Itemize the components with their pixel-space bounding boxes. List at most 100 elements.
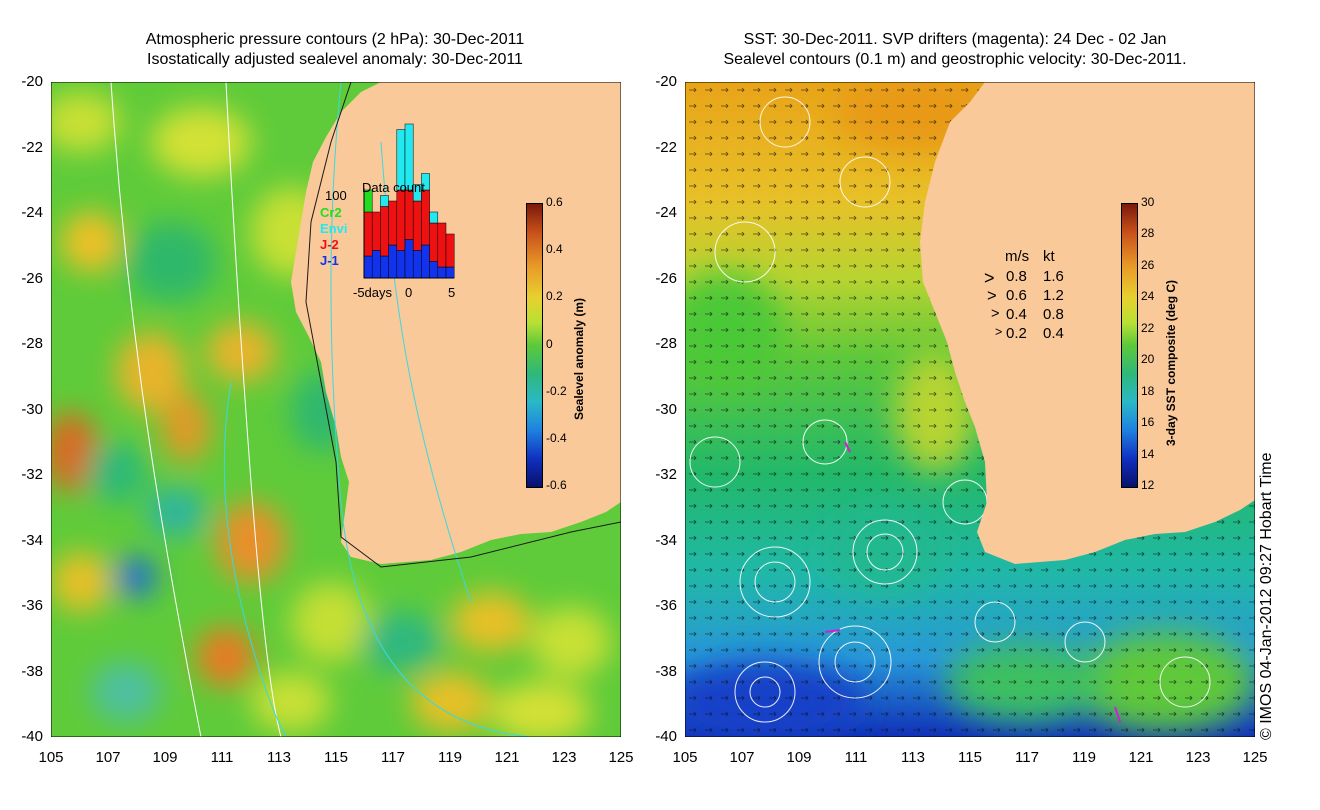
velocity-legend-kt: 0.8 bbox=[1043, 306, 1064, 323]
right-lon-tick: 113 bbox=[901, 749, 925, 766]
australia-landmass-right bbox=[920, 82, 1255, 564]
left-colorbar-tick: 0.6 bbox=[546, 195, 563, 209]
right-lon-tick: 115 bbox=[958, 749, 982, 766]
left-lat-tick: -38 bbox=[21, 662, 43, 680]
data-count-bar-j1 bbox=[371, 250, 381, 279]
left-lon-tick: 111 bbox=[210, 749, 234, 766]
right-lat-tick: -22 bbox=[655, 138, 677, 156]
left-lat-tick: -24 bbox=[21, 204, 43, 221]
right-colorbar-tick: 14 bbox=[1141, 446, 1155, 461]
data-count-bar-envi bbox=[429, 211, 439, 224]
data-count-bar-j1 bbox=[396, 250, 406, 279]
legend-cr2: Cr2 bbox=[320, 205, 342, 220]
right-lon-tick: 125 bbox=[1242, 749, 1268, 766]
legend-j2: J-2 bbox=[320, 237, 339, 252]
velocity-legend-ms: 0.8 bbox=[1006, 268, 1027, 285]
legend-j1: J-1 bbox=[320, 253, 339, 268]
left-colorbar-tick: -0.2 bbox=[546, 383, 567, 398]
legend-envi: Envi bbox=[320, 221, 348, 236]
right-title-line1: SST: 30-Dec-2011. SVP drifters (magenta)… bbox=[743, 31, 1167, 48]
right-lat-tick: -24 bbox=[655, 204, 677, 221]
right-lat-tick: -28 bbox=[655, 335, 677, 352]
data-count-inset bbox=[363, 123, 455, 279]
left-lon-tick: 115 bbox=[324, 749, 348, 766]
right-lat-tick: -34 bbox=[655, 531, 677, 549]
data-count-title: Data count bbox=[362, 180, 425, 195]
right-colorbar-tick: 18 bbox=[1141, 383, 1155, 398]
data-count-x-tick-left: -5days bbox=[353, 285, 393, 300]
right-lon-tick: 117 bbox=[1015, 749, 1039, 766]
data-count-bar-j2 bbox=[437, 222, 447, 268]
right-lat-tick: -20 bbox=[655, 73, 677, 90]
data-count-bar-j2 bbox=[380, 206, 389, 257]
right-lon-tick: 119 bbox=[1072, 749, 1096, 766]
data-count-bar-j2 bbox=[371, 211, 381, 251]
right-colorbar-tick: 16 bbox=[1141, 415, 1155, 430]
left-lat-tick: -26 bbox=[21, 269, 43, 287]
right-title-line2: Sealevel contours (0.1 m) and geostrophi… bbox=[723, 51, 1187, 68]
right-lon-tick: 121 bbox=[1128, 749, 1154, 766]
left-colorbar-tick: 0 bbox=[546, 336, 553, 351]
data-count-y-tick: 100 bbox=[325, 188, 347, 203]
velocity-legend-arrow-icon: > bbox=[995, 325, 1003, 339]
data-count-bar-envi bbox=[421, 173, 430, 191]
right-lon-tick: 109 bbox=[786, 749, 812, 766]
data-count-bar-j2 bbox=[421, 189, 430, 246]
data-count-bar-j1 bbox=[429, 261, 439, 279]
velocity-legend-arrow-icon: > bbox=[984, 268, 995, 288]
left-lat-tick: -32 bbox=[21, 466, 43, 483]
right-lat-tick: -36 bbox=[655, 597, 677, 614]
data-count-bar-j2 bbox=[388, 200, 398, 246]
right-colorbar-tick: 24 bbox=[1141, 289, 1155, 304]
right-colorbar-tick: 20 bbox=[1141, 352, 1155, 367]
right-lat-tick: -32 bbox=[655, 466, 677, 483]
data-count-axis bbox=[363, 188, 455, 279]
left-colorbar-tick: 0.2 bbox=[546, 289, 563, 304]
right-colorbar-tick: 28 bbox=[1141, 226, 1155, 241]
left-colorbar-tick: -0.6 bbox=[546, 478, 567, 492]
data-count-bar-j1 bbox=[380, 255, 389, 279]
left-lat-tick: -20 bbox=[21, 73, 43, 90]
left-colorbar-tick: 0.4 bbox=[546, 242, 563, 257]
data-count-bar-j2 bbox=[363, 211, 373, 257]
left-lon-tick: 109 bbox=[152, 749, 178, 766]
left-lat-tick: -22 bbox=[21, 138, 43, 156]
velocity-legend-arrow-icon: > bbox=[987, 287, 997, 305]
velocity-legend-ms: 0.2 bbox=[1006, 325, 1027, 342]
left-lat-tick: -34 bbox=[21, 531, 43, 549]
left-colorbar bbox=[526, 203, 543, 488]
data-count-bar-j1 bbox=[388, 244, 398, 279]
right-lat-tick: -30 bbox=[655, 400, 677, 418]
velocity-legend-ms: 0.4 bbox=[1006, 306, 1027, 323]
right-lon-tick: 107 bbox=[729, 749, 755, 766]
left-colorbar-label: Sealevel anomaly (m) bbox=[572, 297, 586, 420]
data-count-bar-j2 bbox=[404, 189, 414, 240]
data-count-bar-j2 bbox=[429, 222, 439, 262]
right-lat-tick: -38 bbox=[655, 662, 677, 680]
left-lon-tick: 125 bbox=[608, 749, 634, 766]
left-lat-tick: -36 bbox=[21, 597, 43, 614]
right-colorbar-tick: 30 bbox=[1141, 195, 1155, 209]
data-count-x-tick-mid: 0 bbox=[405, 285, 413, 300]
velocity-legend-header-kt: kt bbox=[1043, 248, 1055, 265]
data-count-bar-envi bbox=[404, 123, 414, 191]
right-colorbar-tick: 22 bbox=[1141, 320, 1155, 335]
velocity-legend-kt: 0.4 bbox=[1043, 325, 1064, 342]
data-count-bar-j1 bbox=[412, 250, 422, 279]
right-colorbar bbox=[1121, 203, 1138, 488]
left-title-line2: Isostatically adjusted sealevel anomaly:… bbox=[147, 51, 523, 68]
left-lat-tick: -30 bbox=[21, 400, 43, 418]
right-lat-tick: -40 bbox=[655, 728, 677, 745]
data-count-x-tick-right: 5 bbox=[448, 285, 456, 300]
left-lat-tick: -28 bbox=[21, 335, 43, 352]
left-lon-tick: 119 bbox=[438, 749, 462, 766]
left-lon-tick: 121 bbox=[494, 749, 520, 766]
data-count-bar-envi bbox=[380, 195, 389, 207]
right-map[interactable] bbox=[685, 82, 1255, 737]
right-lon-tick: 123 bbox=[1185, 749, 1211, 766]
data-count-bar-j2 bbox=[445, 233, 455, 268]
data-count-bar-j2 bbox=[412, 200, 422, 251]
data-count-bar-j1 bbox=[437, 266, 447, 279]
right-lat-tick: -26 bbox=[655, 269, 677, 287]
right-colorbar-tick: 12 bbox=[1141, 478, 1155, 492]
